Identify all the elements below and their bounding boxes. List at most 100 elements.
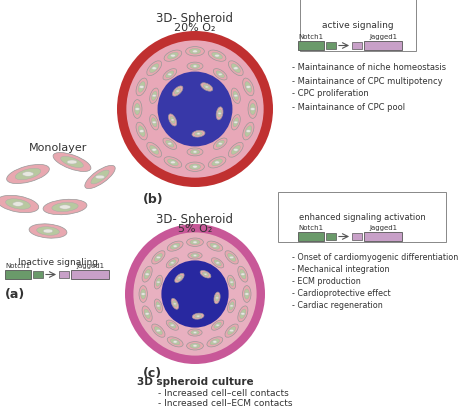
Ellipse shape <box>139 286 147 303</box>
Ellipse shape <box>246 86 251 89</box>
Ellipse shape <box>0 196 39 213</box>
Text: - Maintainance of CPC multipotency: - Maintainance of CPC multipotency <box>292 76 443 85</box>
Ellipse shape <box>190 150 200 155</box>
Ellipse shape <box>187 238 203 247</box>
Ellipse shape <box>173 87 183 97</box>
Ellipse shape <box>213 245 217 248</box>
Ellipse shape <box>170 117 175 124</box>
Text: - Increased cell–cell contacts: - Increased cell–cell contacts <box>158 389 289 398</box>
Ellipse shape <box>216 141 224 148</box>
Ellipse shape <box>200 271 211 279</box>
Ellipse shape <box>212 160 222 166</box>
Ellipse shape <box>195 315 201 318</box>
Ellipse shape <box>245 82 252 93</box>
Ellipse shape <box>167 337 183 347</box>
Ellipse shape <box>191 330 199 335</box>
Ellipse shape <box>192 166 197 169</box>
FancyBboxPatch shape <box>298 42 324 51</box>
Ellipse shape <box>228 327 236 335</box>
Ellipse shape <box>234 122 238 124</box>
FancyBboxPatch shape <box>326 234 336 240</box>
Text: 3D- Spheroid: 3D- Spheroid <box>156 12 234 25</box>
Ellipse shape <box>230 305 233 307</box>
Ellipse shape <box>178 277 181 279</box>
Ellipse shape <box>173 245 177 248</box>
Ellipse shape <box>186 47 204 57</box>
Ellipse shape <box>233 118 238 128</box>
Ellipse shape <box>152 118 157 128</box>
Text: (b): (b) <box>143 193 164 206</box>
Text: - ECM production: - ECM production <box>292 277 361 286</box>
Ellipse shape <box>156 305 160 307</box>
Ellipse shape <box>85 166 115 189</box>
Ellipse shape <box>234 95 238 98</box>
Ellipse shape <box>60 205 71 209</box>
Text: - Maintainance of niche homeostasis: - Maintainance of niche homeostasis <box>292 63 446 72</box>
Ellipse shape <box>216 262 219 264</box>
Ellipse shape <box>136 79 147 97</box>
Ellipse shape <box>168 53 178 60</box>
Ellipse shape <box>211 320 224 330</box>
Ellipse shape <box>192 51 197 54</box>
Ellipse shape <box>225 324 238 337</box>
Text: - Maintainance of CPC pool: - Maintainance of CPC pool <box>292 102 405 111</box>
Text: active signaling: active signaling <box>322 20 394 29</box>
Circle shape <box>125 225 265 364</box>
Ellipse shape <box>171 324 174 326</box>
Ellipse shape <box>234 149 238 152</box>
Ellipse shape <box>193 345 197 347</box>
Ellipse shape <box>228 143 243 158</box>
Ellipse shape <box>52 203 78 212</box>
Ellipse shape <box>188 329 202 336</box>
Ellipse shape <box>152 251 165 264</box>
Circle shape <box>133 233 256 356</box>
Ellipse shape <box>187 342 203 350</box>
Ellipse shape <box>229 302 234 310</box>
FancyBboxPatch shape <box>352 234 362 240</box>
Ellipse shape <box>144 309 150 319</box>
Ellipse shape <box>245 293 249 295</box>
Ellipse shape <box>193 241 197 244</box>
FancyBboxPatch shape <box>298 232 324 241</box>
Ellipse shape <box>155 254 163 262</box>
Text: enhanced signaling activation: enhanced signaling activation <box>299 213 425 222</box>
Ellipse shape <box>193 255 197 257</box>
Ellipse shape <box>61 157 83 168</box>
Ellipse shape <box>191 254 199 258</box>
FancyBboxPatch shape <box>364 42 402 51</box>
Text: - CPC proliferation: - CPC proliferation <box>292 89 369 98</box>
Ellipse shape <box>29 224 67 238</box>
Ellipse shape <box>152 149 156 152</box>
Ellipse shape <box>156 281 160 283</box>
Ellipse shape <box>241 313 245 315</box>
Ellipse shape <box>192 131 205 138</box>
Ellipse shape <box>202 272 209 277</box>
Ellipse shape <box>163 70 177 81</box>
Ellipse shape <box>173 341 177 343</box>
Text: 5% O₂: 5% O₂ <box>178 223 212 234</box>
Ellipse shape <box>7 165 49 184</box>
Ellipse shape <box>169 260 176 266</box>
Ellipse shape <box>164 157 182 169</box>
Ellipse shape <box>173 301 177 307</box>
Circle shape <box>162 261 228 328</box>
Ellipse shape <box>138 82 145 93</box>
Ellipse shape <box>155 299 163 313</box>
Ellipse shape <box>213 139 227 150</box>
Circle shape <box>117 32 273 188</box>
Ellipse shape <box>238 306 248 322</box>
Text: Jagged1: Jagged1 <box>76 262 104 268</box>
Ellipse shape <box>177 275 182 281</box>
Text: 3D spheroid culture: 3D spheroid culture <box>137 376 253 386</box>
Ellipse shape <box>245 126 252 137</box>
FancyBboxPatch shape <box>33 271 43 278</box>
Ellipse shape <box>190 164 201 170</box>
Ellipse shape <box>152 92 157 101</box>
Ellipse shape <box>166 258 179 268</box>
FancyBboxPatch shape <box>59 271 69 278</box>
Ellipse shape <box>229 256 234 259</box>
Ellipse shape <box>168 160 178 166</box>
Ellipse shape <box>155 327 163 335</box>
Ellipse shape <box>145 273 149 276</box>
Ellipse shape <box>238 267 248 282</box>
